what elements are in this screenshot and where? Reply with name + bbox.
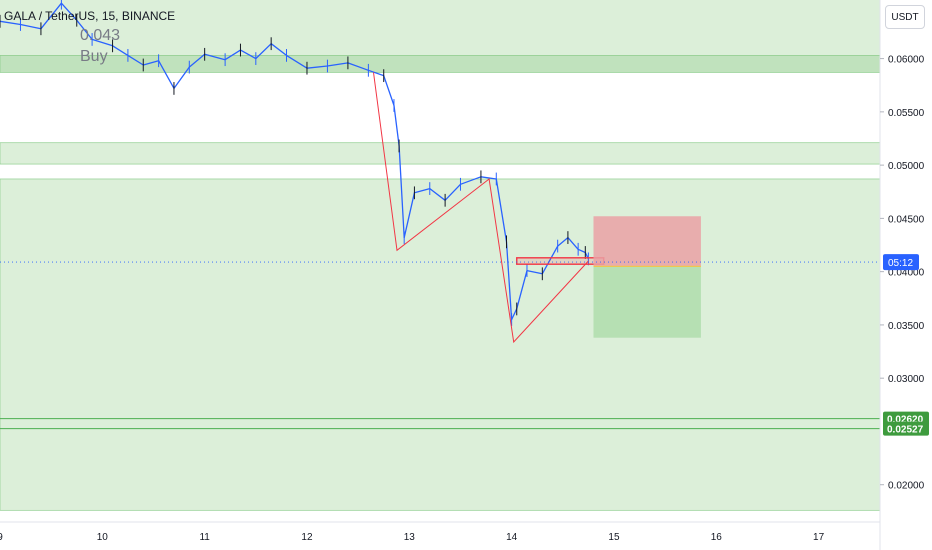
x-tick-label: 11 <box>199 532 210 543</box>
y-tick-label: 0.06000 <box>888 55 925 66</box>
symbol-title: GALA / TetherUS, 15, BINANCE <box>4 9 176 23</box>
current-price-badge <box>883 254 919 271</box>
x-tick-label: 14 <box>506 532 518 543</box>
currency-button[interactable]: USDT <box>885 5 925 29</box>
y-tick-label: 0.02000 <box>888 481 925 492</box>
take-profit-zone <box>593 266 701 338</box>
y-tick-label: 0.05500 <box>888 108 925 119</box>
zone-3 <box>0 178 881 511</box>
x-tick-label: 12 <box>301 532 313 543</box>
zone-2 <box>0 142 881 165</box>
y-tick-label: 0.03500 <box>888 321 925 332</box>
pattern-line <box>373 72 589 344</box>
x-tick-label: 15 <box>608 532 620 543</box>
x-tick-label: 13 <box>404 532 416 543</box>
upper-zone <box>0 0 880 56</box>
legend-note: Buy <box>80 48 108 65</box>
x-tick-label: 16 <box>711 532 723 543</box>
support-badge-label: 0.02527 <box>887 425 924 436</box>
legend-value: 0.043 <box>80 27 121 44</box>
x-tick-label: 17 <box>813 532 825 543</box>
support-badge-2 <box>883 421 929 436</box>
price-series <box>0 2 589 321</box>
x-tick-label: 10 <box>97 532 109 543</box>
x-tick-label: 9 <box>0 532 3 543</box>
support-badge-label: 0.02620 <box>887 415 924 426</box>
y-tick-label: 0.04000 <box>888 268 925 279</box>
y-tick-label: 0.03000 <box>888 374 925 385</box>
y-tick-label: 0.04500 <box>888 214 925 225</box>
entry-box <box>516 257 605 265</box>
y-tick-label: 0.05000 <box>888 161 925 172</box>
stop-loss-zone <box>593 216 701 267</box>
current-price-label: 05:12 <box>888 258 913 269</box>
